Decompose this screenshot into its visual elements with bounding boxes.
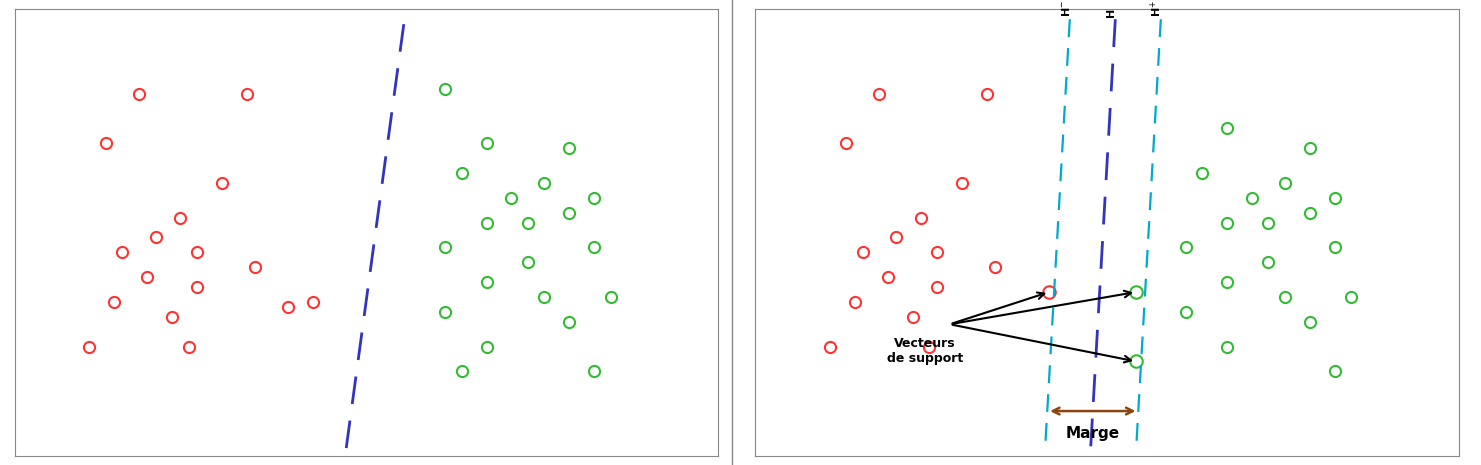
Text: Vecteurs
de support: Vecteurs de support — [887, 337, 963, 365]
Text: H$^{+}$: H$^{+}$ — [1149, 0, 1164, 17]
Text: Marge: Marge — [1066, 426, 1120, 441]
Text: H$^{-}$: H$^{-}$ — [1060, 0, 1072, 17]
Text: H: H — [1106, 7, 1117, 17]
